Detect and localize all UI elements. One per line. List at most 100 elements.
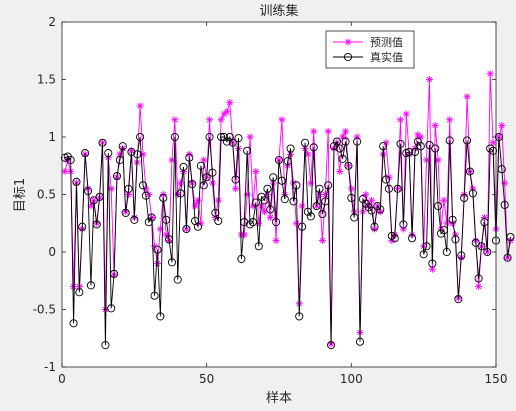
data-point-circle	[295, 312, 304, 321]
data-point-star	[402, 110, 410, 118]
data-point-circle	[425, 140, 434, 150]
data-point-circle	[434, 201, 443, 211]
data-point-star	[324, 127, 332, 135]
y-tick-label: 0	[48, 245, 56, 259]
data-point-star	[194, 196, 202, 204]
data-point-circle	[170, 132, 179, 142]
data-point-circle	[367, 206, 376, 215]
data-point-circle	[219, 132, 229, 142]
data-point-circle	[503, 253, 512, 262]
data-point-star	[177, 179, 185, 187]
star-stroke	[102, 306, 109, 313]
star-stroke	[261, 208, 268, 215]
star-stroke	[426, 76, 433, 83]
data-point-circle	[162, 215, 171, 224]
data-point-circle	[344, 161, 353, 170]
star-stroke	[273, 237, 279, 244]
star-stroke	[200, 157, 207, 163]
data-point-star	[261, 208, 269, 216]
star-stroke	[125, 191, 132, 198]
star-stroke	[250, 203, 256, 209]
data-point-circle	[234, 134, 243, 143]
data-point-circle	[376, 205, 385, 214]
star-stroke	[218, 116, 224, 123]
data-point-circle	[457, 251, 466, 260]
data-point-circle	[497, 165, 506, 174]
star-stroke	[325, 128, 331, 135]
data-point-star	[243, 191, 251, 198]
data-point-circle	[341, 137, 350, 146]
star-stroke	[371, 226, 378, 232]
data-point-circle	[112, 172, 122, 181]
data-point-circle	[72, 177, 81, 186]
data-point-circle	[147, 213, 156, 222]
data-point-circle	[199, 181, 208, 190]
legend-star-marker	[344, 38, 352, 46]
data-point-circle	[254, 242, 263, 251]
star-stroke	[232, 185, 239, 192]
star-stroke	[299, 203, 305, 209]
data-point-circle	[107, 304, 116, 313]
legend-box	[325, 30, 415, 69]
data-point-circle	[338, 154, 347, 163]
data-point-circle	[231, 175, 240, 184]
data-point-circle	[396, 139, 405, 148]
star-stroke	[383, 139, 389, 146]
data-point-circle	[309, 143, 318, 152]
data-point-circle	[274, 155, 284, 165]
data-point-star	[446, 116, 454, 124]
data-point-star	[368, 196, 376, 204]
data-point-circle	[460, 193, 469, 202]
data-point-star	[232, 185, 240, 193]
data-point-circle	[153, 245, 162, 254]
star-stroke	[227, 99, 233, 106]
data-point-star	[307, 179, 315, 187]
data-point-circle	[240, 218, 249, 227]
data-point-circle	[266, 205, 275, 214]
data-point-circle	[422, 242, 431, 251]
data-point-circle	[283, 157, 292, 166]
star-stroke	[415, 131, 421, 138]
data-point-circle	[136, 132, 145, 142]
data-point-circle	[228, 138, 237, 147]
data-point-circle	[156, 312, 165, 321]
data-point-star	[310, 127, 318, 135]
data-point-circle	[292, 181, 301, 190]
data-point-circle	[300, 138, 310, 147]
data-point-star	[397, 116, 405, 124]
data-point-circle	[355, 337, 365, 346]
data-point-circle	[399, 220, 408, 229]
data-point-star	[382, 139, 390, 147]
data-point-circle	[89, 196, 98, 205]
data-point-circle	[454, 295, 463, 304]
y-tick-label: 1	[48, 130, 56, 144]
data-point-star	[425, 76, 433, 83]
data-point-circle	[263, 184, 272, 193]
star-stroke	[336, 168, 343, 175]
data-point-star	[347, 185, 355, 193]
star-stroke	[293, 220, 300, 227]
data-point-star	[214, 196, 222, 204]
x-tick-label: 100	[340, 372, 363, 386]
data-point-star	[298, 202, 306, 210]
data-point-circle	[92, 220, 101, 229]
star-stroke	[253, 168, 259, 175]
star-stroke	[169, 157, 175, 163]
star-stroke	[215, 197, 222, 204]
data-point-star	[498, 122, 506, 129]
data-point-circle	[428, 259, 437, 268]
data-point-circle	[387, 231, 396, 240]
data-point-circle	[448, 215, 457, 224]
star-stroke	[342, 128, 349, 135]
data-point-circle	[159, 193, 168, 202]
data-point-star	[217, 116, 225, 124]
data-point-circle	[312, 201, 321, 211]
x-tick-label: 0	[58, 372, 66, 386]
data-point-circle	[182, 224, 191, 234]
star-stroke	[339, 134, 346, 140]
star-stroke	[258, 203, 265, 209]
data-point-star	[240, 231, 248, 239]
data-point-circle	[173, 275, 182, 284]
data-point-circle	[101, 341, 110, 350]
